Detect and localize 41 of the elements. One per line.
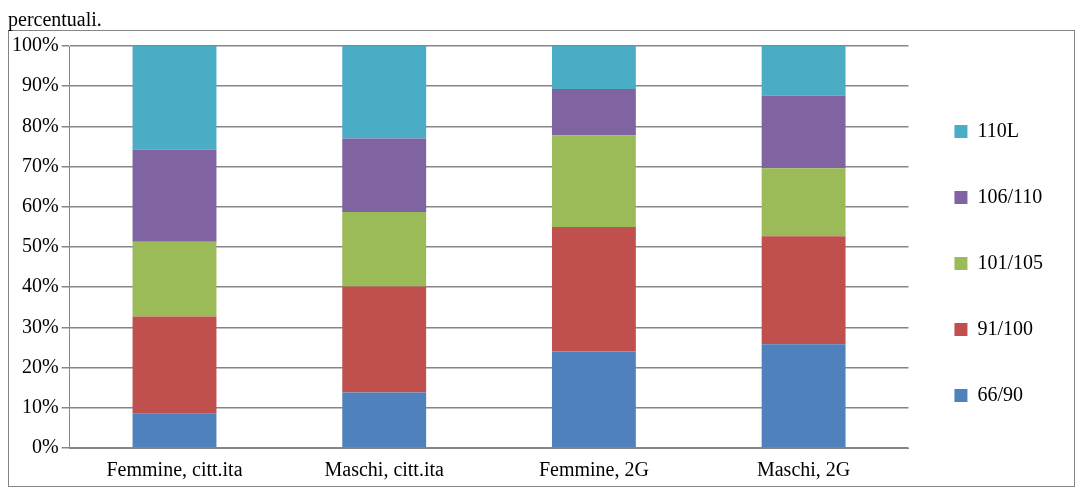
y-tick-label: 40% — [21, 274, 59, 297]
x-tick-label: Maschi, 2G — [756, 458, 851, 481]
bar — [132, 413, 217, 448]
y-tick-label: 70% — [21, 153, 59, 176]
y-tick-label: 100% — [11, 33, 59, 56]
legend-label: 106/110 — [977, 184, 1043, 207]
y-tick-label: 20% — [21, 354, 59, 377]
bar — [342, 286, 427, 393]
y-tick-label: 60% — [21, 194, 59, 217]
bar — [551, 46, 636, 90]
legend-label: 91/100 — [977, 316, 1034, 339]
bar — [342, 212, 427, 287]
bar — [761, 46, 846, 96]
bar — [551, 89, 636, 136]
x-tick-label: Femmine, 2G — [538, 458, 649, 481]
bar — [761, 344, 846, 448]
y-tick-label: 80% — [21, 113, 59, 136]
bar — [132, 149, 217, 242]
bar — [761, 95, 846, 169]
bar — [551, 226, 636, 352]
bar — [761, 236, 846, 345]
bar — [342, 392, 427, 448]
x-tick-label: Maschi, citt.ita — [324, 458, 445, 481]
y-tick-label: 10% — [21, 395, 59, 418]
bar — [342, 46, 427, 139]
bar — [551, 135, 636, 227]
bar — [761, 168, 846, 237]
bar — [132, 316, 217, 414]
legend-label: 110L — [977, 118, 1019, 141]
bar — [551, 351, 636, 448]
bar — [132, 46, 217, 150]
legend-label: 101/105 — [977, 250, 1044, 273]
legend-label: 66/90 — [977, 382, 1024, 405]
y-tick-label: 90% — [21, 73, 59, 96]
x-tick-label: Femmine, citt.ita — [106, 458, 243, 481]
chart-title: percentuali. — [8, 8, 103, 30]
bar — [342, 138, 427, 213]
y-tick-label: 0% — [31, 435, 59, 458]
y-tick-label: 30% — [21, 314, 59, 337]
y-tick-label: 50% — [21, 234, 59, 257]
bar — [132, 241, 217, 317]
